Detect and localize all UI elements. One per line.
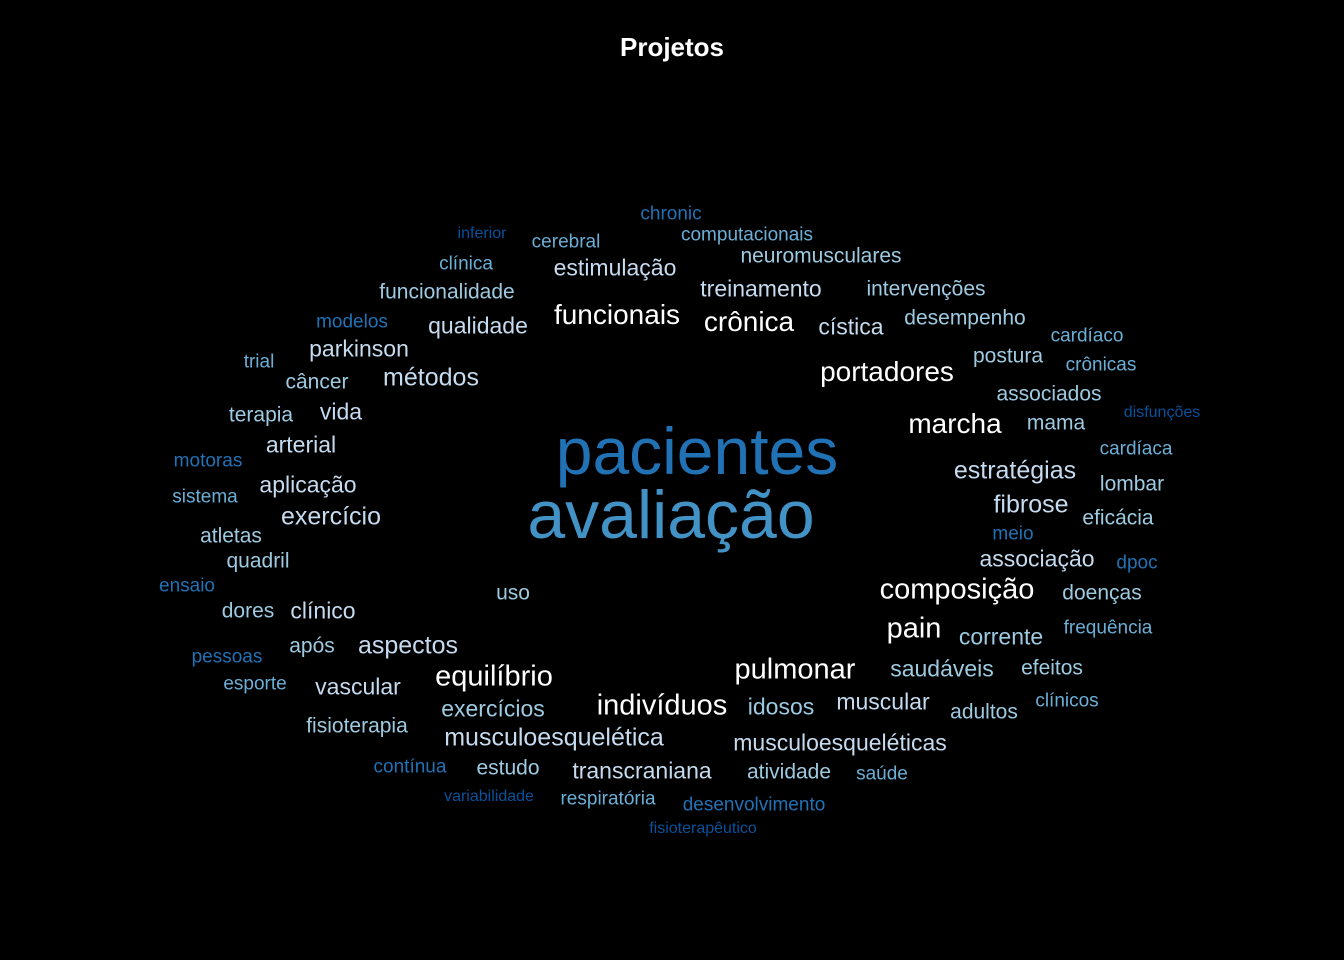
word: motoras: [173, 450, 243, 472]
word: estimulação: [553, 254, 677, 281]
word: disfunções: [1123, 404, 1201, 421]
word: saúde: [856, 763, 908, 785]
word: marcha: [908, 408, 1002, 439]
word: lombar: [1099, 472, 1165, 496]
word: dores: [221, 599, 275, 623]
word: clínica: [439, 253, 493, 275]
word: fisioterapia: [306, 714, 408, 738]
word: musculoesqueléticas: [733, 729, 947, 756]
word: clínicos: [1035, 690, 1099, 712]
word: aspectos: [357, 631, 459, 660]
word: muscular: [836, 688, 930, 715]
word: avaliação: [527, 477, 815, 553]
word: parkinson: [309, 335, 409, 362]
word: funcionalidade: [379, 280, 515, 304]
word: variabilidade: [444, 788, 534, 805]
word: indivíduos: [596, 689, 728, 722]
chart-title: Projetos: [619, 32, 725, 62]
word: exercícios: [441, 695, 545, 722]
word: associados: [996, 382, 1102, 406]
word: qualidade: [428, 312, 528, 339]
word: câncer: [285, 370, 349, 394]
word: fisioterapêutico: [649, 820, 757, 837]
word: treinamento: [700, 275, 822, 302]
word: esporte: [223, 673, 287, 695]
word: contínua: [373, 756, 447, 778]
word: intervenções: [866, 277, 986, 301]
word: atletas: [200, 524, 262, 548]
word: pacientes: [555, 414, 839, 488]
word: arterial: [265, 431, 337, 458]
word: sistema: [172, 486, 238, 508]
word: cardíaco: [1050, 325, 1124, 347]
word: terapia: [228, 403, 294, 427]
word: chronic: [640, 203, 702, 225]
word: desenvolvimento: [682, 794, 826, 816]
word: fibrose: [993, 490, 1069, 519]
word: exercício: [280, 502, 382, 531]
word: respiratória: [560, 788, 656, 810]
word: pain: [886, 612, 942, 645]
word: portadores: [820, 356, 954, 387]
word: estudo: [476, 756, 540, 780]
word: efeitos: [1021, 656, 1083, 680]
word: equilíbrio: [435, 660, 553, 693]
word: doenças: [1062, 581, 1142, 605]
word: dpoc: [1116, 552, 1158, 574]
word: corrente: [958, 623, 1044, 650]
word: trial: [243, 351, 275, 373]
word: uso: [496, 581, 530, 605]
word: transcraniana: [572, 757, 712, 784]
word: saudáveis: [890, 655, 994, 682]
word: desempenho: [904, 306, 1026, 330]
word: postura: [972, 344, 1044, 368]
word: crônica: [703, 306, 795, 337]
word: computacionais: [680, 224, 814, 246]
word: adultos: [950, 700, 1018, 724]
word: cerebral: [531, 231, 601, 253]
word: meio: [992, 523, 1034, 545]
word: aplicação: [259, 471, 357, 498]
word: cística: [818, 313, 884, 340]
word: eficácia: [1082, 506, 1154, 530]
word: neuromusculares: [740, 244, 902, 268]
word: estratégias: [953, 456, 1077, 485]
word: vascular: [315, 673, 401, 700]
word: métodos: [383, 363, 479, 392]
word: vida: [319, 398, 363, 425]
word: pulmonar: [734, 653, 856, 686]
word: mama: [1026, 411, 1086, 435]
word: frequência: [1063, 617, 1153, 639]
word: funcionais: [553, 299, 681, 330]
word: musculoesquelética: [444, 723, 664, 752]
word: quadril: [226, 549, 290, 573]
word: inferior: [457, 225, 507, 242]
word: cardíaca: [1099, 438, 1173, 460]
word: clínico: [290, 597, 356, 624]
word: composição: [879, 573, 1035, 606]
word: crônicas: [1065, 354, 1137, 376]
word: associação: [979, 545, 1095, 572]
word: após: [289, 634, 335, 658]
word: pessoas: [191, 646, 263, 668]
word: ensaio: [159, 575, 215, 597]
word: atividade: [746, 760, 832, 784]
word: modelos: [316, 311, 388, 333]
word: idosos: [747, 693, 815, 720]
